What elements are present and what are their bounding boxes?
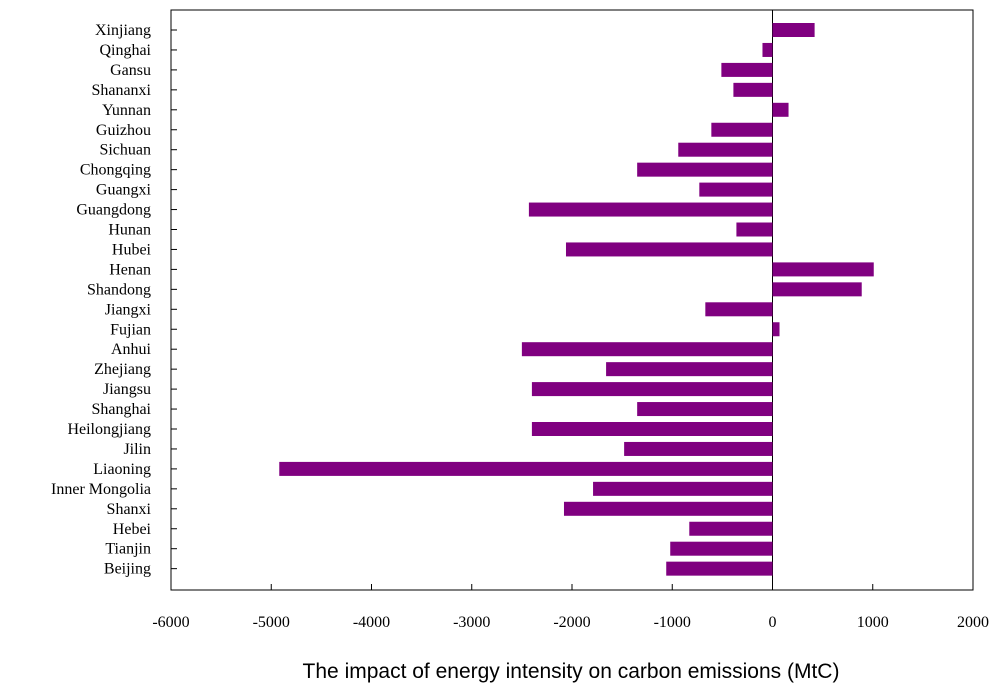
x-tick-label: -3000 — [453, 614, 490, 631]
bar-jiangsu — [531, 382, 773, 397]
category-label: Guizhou — [96, 122, 151, 139]
x-ticks-group: -6000 -5000 -4000 -3000 -2000 -1000 0 1000 2000 — [152, 584, 989, 631]
category-label: Shandong — [87, 281, 151, 298]
category-label: Shananxi — [91, 82, 151, 99]
category-label: Beijing — [104, 561, 151, 578]
bar-shanghai — [637, 402, 773, 417]
bar-qinghai — [762, 42, 773, 57]
bars-group — [279, 23, 874, 576]
category-label: Jilin — [123, 441, 151, 458]
bar-tianjin — [670, 541, 773, 556]
category-label: Shanghai — [91, 401, 151, 418]
bar-yunnan — [772, 102, 789, 117]
category-label: Inner Mongolia — [51, 481, 151, 498]
category-label: Hebei — [113, 521, 152, 538]
x-tick-label: -1000 — [654, 614, 691, 631]
category-label: Henan — [109, 261, 151, 278]
x-tick-label: 0 — [769, 614, 777, 631]
category-label: Guangxi — [96, 182, 152, 199]
category-label: Anhui — [111, 341, 152, 358]
bar-inner-mongolia — [593, 481, 773, 496]
bar-hebei — [689, 521, 773, 536]
bar-henan — [772, 262, 874, 277]
bar-liaoning — [279, 461, 773, 476]
category-label: Sichuan — [99, 142, 151, 159]
x-tick-label: -2000 — [553, 614, 590, 631]
bar-hubei — [565, 242, 773, 257]
bar-jilin — [624, 441, 773, 456]
bar-beijing — [666, 561, 773, 576]
x-axis-title: The impact of energy intensity on carbon… — [303, 660, 840, 683]
x-tick-label: -5000 — [253, 614, 290, 631]
category-label: Guangdong — [76, 202, 151, 219]
bar-heilongjiang — [531, 422, 773, 436]
category-label: Heilongjiang — [67, 421, 151, 438]
bar-fujian — [772, 322, 780, 337]
bar-jiangxi — [705, 302, 773, 317]
category-label: Gansu — [110, 62, 151, 79]
x-tick-label: -6000 — [152, 614, 189, 631]
bar-shananxi — [733, 82, 773, 97]
x-tick-label: 1000 — [857, 614, 889, 631]
category-label: Zhejiang — [94, 361, 151, 378]
x-tick-label: -4000 — [353, 614, 390, 631]
bar-gansu — [721, 62, 773, 77]
bar-hunan — [736, 222, 773, 237]
category-label: Hunan — [108, 222, 151, 239]
bar-guizhou — [711, 122, 773, 137]
category-label: Jiangsu — [103, 381, 151, 398]
bar-shanxi — [563, 501, 773, 516]
category-label: Jiangxi — [105, 301, 152, 318]
bar-shandong — [772, 282, 862, 297]
category-label: Yunnan — [102, 102, 151, 119]
x-tick-label: 2000 — [957, 614, 989, 631]
bar-guangdong — [528, 202, 773, 217]
bar-chongqing — [637, 162, 773, 177]
category-label: Xinjiang — [95, 22, 151, 39]
bar-zhejiang — [606, 362, 773, 377]
category-label: Shanxi — [107, 501, 152, 518]
bar-anhui — [521, 342, 773, 357]
bar-sichuan — [678, 142, 773, 157]
category-label: Chongqing — [80, 162, 151, 179]
category-label: Qinghai — [99, 42, 151, 59]
category-labels-group: Xinjiang Qinghai Gansu Shananxi Yunnan Guizho… — [51, 22, 177, 578]
category-label: Fujian — [110, 321, 151, 338]
category-label: Hubei — [112, 241, 152, 258]
bar-xinjiang — [772, 23, 815, 37]
bar-guangxi — [699, 182, 773, 197]
category-label: Tianjin — [105, 541, 151, 558]
category-label: Liaoning — [93, 461, 151, 478]
